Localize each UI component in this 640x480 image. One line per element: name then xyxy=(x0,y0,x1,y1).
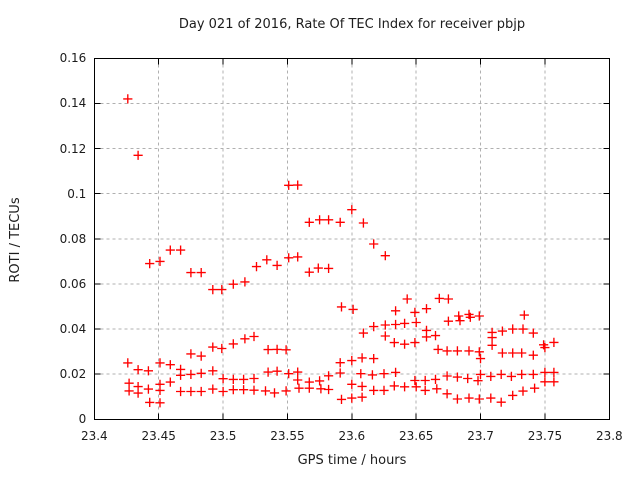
y-tick-label: 0.08 xyxy=(59,231,87,246)
x-tick-label: 23.75 xyxy=(527,429,563,444)
y-tick-label: 0.02 xyxy=(59,367,87,382)
x-tick-label: 23.8 xyxy=(595,429,623,444)
x-tick-label: 23.7 xyxy=(467,429,494,444)
y-tick-label: 0.04 xyxy=(59,322,87,337)
y-tick-label: 0.12 xyxy=(59,141,87,156)
x-tick-label: 23.65 xyxy=(398,429,434,444)
y-tick-label: 0.06 xyxy=(59,276,87,291)
y-tick-label: 0 xyxy=(78,412,87,427)
x-tick-label: 23.6 xyxy=(338,429,366,444)
y-tick-label: 0.14 xyxy=(59,96,87,111)
x-tick-label: 23.45 xyxy=(141,429,176,444)
data-point-markers xyxy=(123,94,559,408)
y-tick-label: 0.1 xyxy=(67,186,87,201)
x-tick-label: 23.5 xyxy=(209,429,237,444)
x-tick-label: 23.4 xyxy=(80,429,108,444)
x-axis-label: GPS time / hours xyxy=(297,453,407,468)
plot-border xyxy=(93,57,610,420)
y-tick-label: 0.16 xyxy=(59,51,87,66)
chart-title: Day 021 of 2016, Rate Of TEC Index for r… xyxy=(178,17,526,32)
x-tick-label: 23.55 xyxy=(270,429,305,444)
